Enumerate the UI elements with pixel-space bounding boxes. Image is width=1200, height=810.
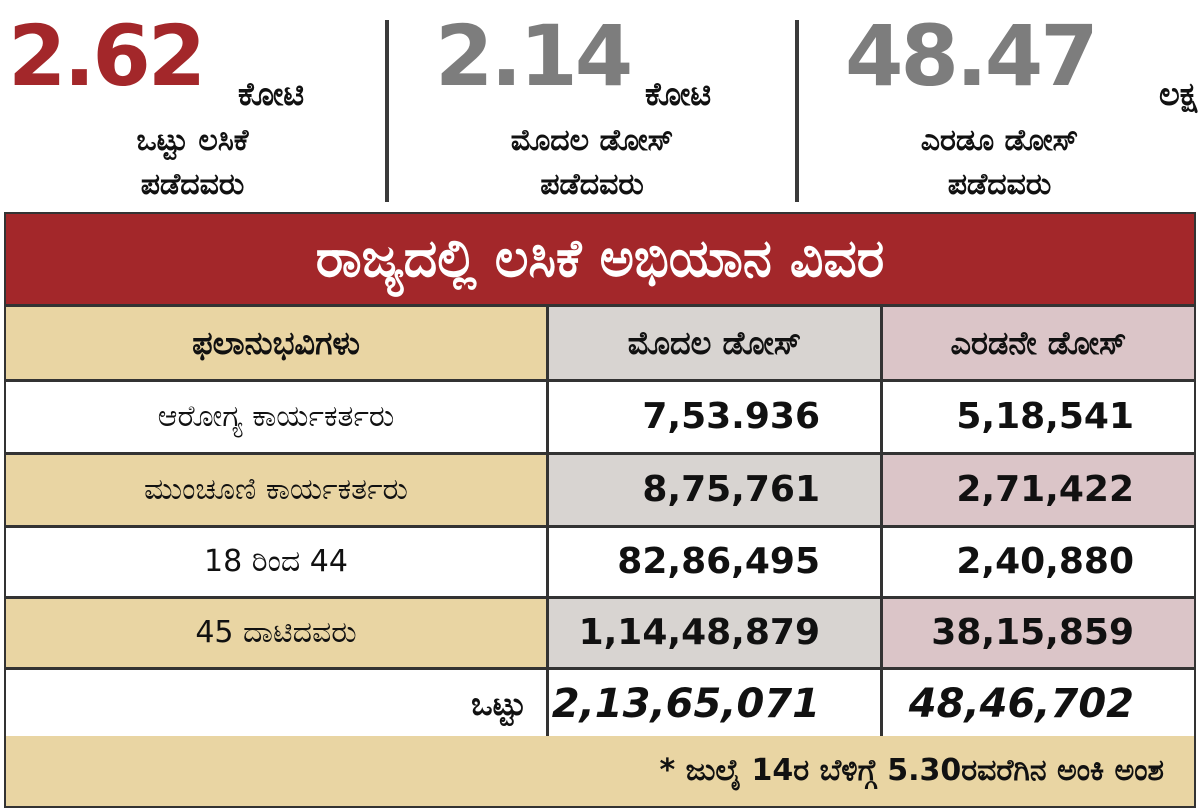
second-dose-value: 2,40,880 bbox=[880, 528, 1194, 596]
stat-caption-line1: ಒಟ್ಟು ಲಸಿಕೆ bbox=[136, 123, 249, 158]
row-divider bbox=[6, 452, 1194, 455]
second-dose-value: 38,15,859 bbox=[880, 599, 1194, 667]
vaccination-table: ರಾಜ್ಯದಲ್ಲಿ ಲಸಿಕೆ ಅಭಿಯಾನ ವಿವರ ಫಲಾನುಭವಿಗಳು… bbox=[4, 212, 1196, 808]
first-dose-value: 82,86,495 bbox=[546, 528, 880, 596]
stat-caption-line1: ಮೊದಲ ಡೋಸ್ bbox=[510, 123, 674, 158]
table-row: ಆರೋಗ್ಯ ಕಾರ್ಯಕರ್ತರು 7,53.936 5,18,541 bbox=[6, 382, 1194, 452]
divider bbox=[795, 20, 799, 202]
row-divider bbox=[6, 667, 1194, 670]
header-second-dose: ಎರಡನೇ ಡೋಸ್ bbox=[880, 307, 1194, 379]
stat-caption-line2: ಪಡೆದವರು bbox=[947, 167, 1052, 202]
stat-both-doses: 48.47 ಲಕ್ಷ ಎರಡೂ ಡೋಸ್ ಪಡೆದವರು bbox=[799, 0, 1200, 212]
stat-unit: ಲಕ್ಷ bbox=[1159, 75, 1198, 113]
row-divider bbox=[6, 525, 1194, 528]
stat-value: 48.47 bbox=[845, 7, 1099, 105]
stat-unit: ಕೋಟಿ bbox=[645, 75, 712, 113]
total-second-dose: 48,46,702 bbox=[880, 670, 1194, 738]
table-row: ಮುಂಚೂಣಿ ಕಾರ್ಯಕರ್ತರು 8,75,761 2,71,422 bbox=[6, 455, 1194, 525]
table-total-row: ಒಟ್ಟು 2,13,65,071 48,46,702 bbox=[6, 670, 1194, 738]
table-header-row: ಫಲಾನುಭವಿಗಳು ಮೊದಲ ಡೋಸ್ ಎರಡನೇ ಡೋಸ್ bbox=[6, 307, 1194, 379]
second-dose-value: 2,71,422 bbox=[880, 455, 1194, 525]
total-first-dose: 2,13,65,071 bbox=[546, 670, 880, 738]
first-dose-value: 8,75,761 bbox=[546, 455, 880, 525]
row-label: ಮುಂಚೂಣಿ ಕಾರ್ಯಕರ್ತರು bbox=[6, 455, 546, 525]
row-divider bbox=[6, 596, 1194, 599]
stat-caption-line2: ಪಡೆದವರು bbox=[140, 167, 245, 202]
row-divider bbox=[6, 304, 1194, 307]
first-dose-value: 1,14,48,879 bbox=[546, 599, 880, 667]
footnote: * ಜುಲೈ 14ರ ಬೆಳಿಗ್ಗೆ 5.30ರವರೆಗಿನ ಅಂಕಿ ಅಂಶ bbox=[6, 736, 1194, 806]
row-label: 45 ದಾಟಿದವರು bbox=[6, 599, 546, 667]
header-first-dose: ಮೊದಲ ಡೋಸ್ bbox=[546, 307, 880, 379]
first-dose-value: 7,53.936 bbox=[546, 382, 880, 452]
stat-value: 2.62 bbox=[8, 7, 206, 105]
stat-first-dose: 2.14 ಕೋಟಿ ಮೊದಲ ಡೋಸ್ ಪಡೆದವರು bbox=[389, 0, 795, 212]
row-label: ಆರೋಗ್ಯ ಕಾರ್ಯಕರ್ತರು bbox=[6, 382, 546, 452]
table-title: ರಾಜ್ಯದಲ್ಲಿ ಲಸಿಕೆ ಅಭಿಯಾನ ವಿವರ bbox=[6, 214, 1194, 304]
table-row: 18 ರಿಂದ 44 82,86,495 2,40,880 bbox=[6, 528, 1194, 596]
stat-unit: ಕೋಟಿ bbox=[238, 75, 305, 113]
second-dose-value: 5,18,541 bbox=[880, 382, 1194, 452]
stat-caption-line1: ಎರಡೂ ಡೋಸ್ bbox=[920, 123, 1079, 158]
divider bbox=[385, 20, 389, 202]
table-row: 45 ದಾಟಿದವರು 1,14,48,879 38,15,859 bbox=[6, 599, 1194, 667]
row-divider bbox=[6, 379, 1194, 382]
header-beneficiaries: ಫಲಾನುಭವಿಗಳು bbox=[6, 307, 546, 379]
stat-caption-line2: ಪಡೆದವರು bbox=[540, 167, 644, 202]
total-label: ಒಟ್ಟು bbox=[6, 670, 546, 738]
stat-total-vaccinated: 2.62 ಕೋಟಿ ಒಟ್ಟು ಲಸಿಕೆ ಪಡೆದವರು bbox=[0, 0, 385, 212]
row-label: 18 ರಿಂದ 44 bbox=[6, 528, 546, 596]
stat-value: 2.14 bbox=[435, 7, 633, 105]
